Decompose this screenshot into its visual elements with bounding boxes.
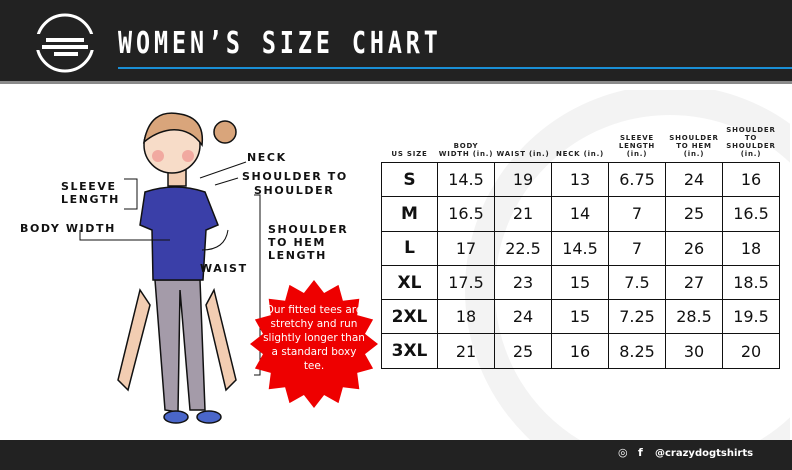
measurement-cell: 25 <box>665 196 723 232</box>
starburst-badge <box>250 280 378 408</box>
measurement-cell: 15 <box>551 264 609 301</box>
table-row: XL 17.5 23 15 7.5 27 18.5 <box>381 264 780 301</box>
label-shoulder-to-hem-1: SHOULDER <box>268 223 349 236</box>
column-header: WAIST (in.) <box>496 150 550 158</box>
size-cell: S <box>381 161 438 198</box>
measurement-cell: 24 <box>494 299 552 335</box>
measurement-cell: 23 <box>494 264 552 301</box>
label-shoulder-to: SHOULDER TO <box>242 170 348 183</box>
crazy-dog-logo <box>34 13 96 73</box>
size-cell: 3XL <box>381 333 438 369</box>
measurement-cell: 21 <box>437 333 495 369</box>
table-row: 3XL 21 25 16 8.25 30 20 <box>381 333 780 369</box>
column-header: BODY WIDTH (in.) <box>438 142 494 158</box>
label-sleeve: SLEEVE <box>61 180 117 193</box>
measurement-cell: 30 <box>665 333 723 369</box>
facebook-icon[interactable]: f <box>638 446 643 459</box>
column-header: SHOULDER TO SHOULDER (in.) <box>726 126 776 158</box>
measurement-cell: 18 <box>437 299 495 335</box>
measurement-cell: 6.75 <box>608 161 666 198</box>
measurement-cell: 16.5 <box>437 196 495 232</box>
table-row: 2XL 18 24 15 7.25 28.5 19.5 <box>381 299 780 335</box>
table-row: M 16.5 21 14 7 25 16.5 <box>381 196 780 232</box>
measurement-cell: 19 <box>494 161 552 198</box>
measurement-cell: 7 <box>608 196 666 232</box>
size-cell: L <box>381 230 438 266</box>
measurement-cell: 18.5 <box>722 264 780 301</box>
measurement-cell: 21 <box>494 196 552 232</box>
size-cell: 2XL <box>381 299 438 335</box>
label-sleeve-length: LENGTH <box>61 193 120 206</box>
label-shoulder: SHOULDER <box>254 184 335 197</box>
measurement-cell: 27 <box>665 264 723 301</box>
column-header: SHOULDER TO HEM (in.) <box>669 134 719 158</box>
measurement-cell: 20 <box>722 333 780 369</box>
label-neck: NECK <box>247 151 287 164</box>
size-table: US SIZE BODY WIDTH (in.) WAIST (in.) NECK (… <box>381 126 780 369</box>
measurement-cell: 17.5 <box>437 264 495 301</box>
column-header: US SIZE <box>391 150 428 158</box>
measurement-cell: 16.5 <box>722 196 780 232</box>
measurement-cell: 8.25 <box>608 333 666 369</box>
table-row: L 17 22.5 14.5 7 26 18 <box>381 230 780 266</box>
measurement-cell: 7.25 <box>608 299 666 335</box>
measurement-cell: 16 <box>722 161 780 198</box>
measurement-cell: 26 <box>665 230 723 266</box>
measurement-cell: 7.5 <box>608 264 666 301</box>
header: WOMEN’S SIZE CHART <box>0 0 792 84</box>
measurement-cell: 14.5 <box>551 230 609 266</box>
measurement-cell: 16 <box>551 333 609 369</box>
measurement-cell: 24 <box>665 161 723 198</box>
label-waist: WAIST <box>200 262 248 275</box>
label-body-width: BODY WIDTH <box>20 222 116 235</box>
size-cell: XL <box>381 264 438 301</box>
page-title: WOMEN’S SIZE CHART <box>118 26 442 61</box>
fitted-note: Our fitted tees are stretchy and run sli… <box>263 304 365 372</box>
instagram-icon[interactable]: ◎ <box>618 446 628 459</box>
label-shoulder-to-hem-3: LENGTH <box>268 249 327 262</box>
title-underline <box>118 67 792 69</box>
measurement-cell: 14 <box>551 196 609 232</box>
social-handle[interactable]: @crazydogtshirts <box>655 448 754 459</box>
measurement-cell: 28.5 <box>665 299 723 335</box>
measurement-cell: 15 <box>551 299 609 335</box>
measurement-cell: 13 <box>551 161 609 198</box>
measurement-cell: 17 <box>437 230 495 266</box>
measurement-cell: 18 <box>722 230 780 266</box>
column-header: NECK (in.) <box>555 150 605 158</box>
size-cell: M <box>381 196 438 232</box>
table-row: S 14.5 19 13 6.75 24 16 <box>381 161 780 198</box>
measurement-cell: 19.5 <box>722 299 780 335</box>
woman-illustration <box>79 112 261 424</box>
measurement-cell: 14.5 <box>437 161 495 198</box>
measurement-cell: 22.5 <box>494 230 552 266</box>
footer: ◎ f @crazydogtshirts <box>0 440 792 470</box>
measurement-cell: 7 <box>608 230 666 266</box>
column-header: SLEEVE LENGTH (in.) <box>618 134 656 158</box>
measurement-cell: 25 <box>494 333 552 369</box>
label-shoulder-to-hem-2: TO HEM <box>268 236 326 249</box>
